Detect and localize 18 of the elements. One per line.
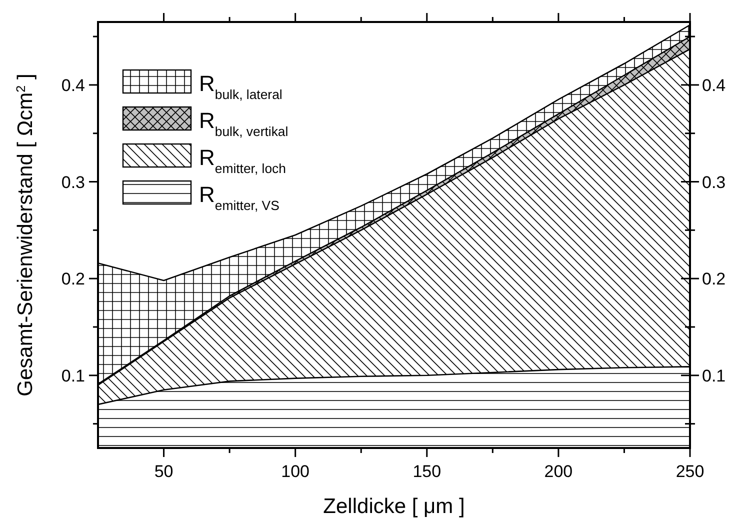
y2-tick-label: 0.3 [702, 172, 726, 192]
x-axis-title: Zelldicke [ μm ] [323, 495, 465, 518]
y-tick-label: 0.2 [61, 270, 85, 289]
x-tick-label: 150 [412, 462, 442, 481]
y2-tick-label: 0.1 [702, 366, 726, 386]
y-tick-label: 0.3 [61, 172, 85, 192]
y-tick-label: 0.1 [61, 366, 85, 386]
x-tick-label: 100 [281, 462, 310, 481]
legend-label: R$_{bulk, vertikal}$ [199, 108, 288, 138]
x-tick-label: 250 [676, 462, 704, 481]
legend-label: R$_{emitter, loch}$ [199, 145, 286, 176]
legend-label: R$_{emitter, VS}$ [199, 182, 280, 212]
legend-label: R$_{bulk, lateral}$ [199, 71, 282, 102]
y-tick-label: 0.4 [61, 76, 85, 95]
y2-tick-label: 0.2 [702, 270, 726, 289]
x-tick-label: 50 [154, 462, 174, 481]
y2-tick-label: 0.4 [702, 76, 726, 95]
x-tick-label: 200 [544, 462, 573, 481]
